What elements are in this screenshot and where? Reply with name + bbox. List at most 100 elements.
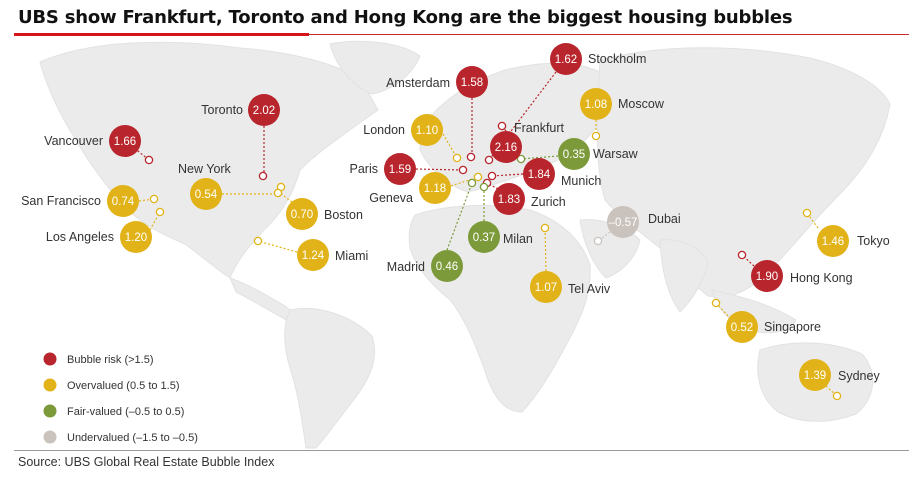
legend-swatch-bubble-risk [43, 352, 57, 366]
marker-tel-aviv [540, 223, 550, 233]
north-america-landmass [39, 41, 379, 279]
bubble-value-tel-aviv: 1.07 [535, 282, 557, 294]
marker-singapore [711, 298, 721, 308]
connector-singapore [715, 302, 729, 317]
city-label-moscow: Moscow [618, 97, 665, 111]
bubble-london: 1.10 [411, 114, 443, 146]
connector-munich [491, 173, 524, 177]
bubble-value-milan: 0.37 [473, 232, 495, 244]
bubble-new-york: 0.54 [190, 178, 222, 210]
city-label-san-francisco: San Francisco [21, 194, 101, 208]
bubble-circle-geneva [419, 172, 451, 204]
southeast-asia-landmass [711, 289, 797, 334]
marker-amsterdam [466, 152, 476, 162]
city-label-zurich: Zurich [531, 195, 566, 209]
connector-tel-aviv [544, 227, 547, 272]
bubble-value-vancouver: 1.66 [114, 136, 136, 148]
city-label-dubai: Dubai [648, 212, 681, 226]
city-label-london: London [363, 123, 405, 137]
bubble-tokyo: 1.46 [817, 225, 849, 257]
legend-label-overvalued: Overvalued (0.5 to 1.5) [67, 380, 180, 392]
marker-stockholm [484, 155, 494, 165]
city-label-boston: Boston [324, 208, 363, 222]
bubble-circle-san-francisco [107, 185, 139, 217]
marker-milan [479, 182, 489, 192]
city-label-geneva: Geneva [369, 191, 413, 205]
title-underline-accent [14, 33, 309, 36]
bubble-circle-paris [384, 153, 416, 185]
bubble-value-miami: 1.24 [302, 250, 325, 262]
bubble-value-zurich: 1.83 [498, 194, 520, 206]
city-label-tel-aviv: Tel Aviv [568, 282, 611, 296]
bubble-value-boston: 0.70 [291, 209, 313, 221]
marker-hong-kong [737, 250, 747, 260]
bubble-value-hong-kong: 1.90 [756, 271, 778, 283]
legend-label-fair-valued: Fair-valued (–0.5 to 0.5) [67, 406, 184, 418]
world-map: 1.66 Vancouver 2.02 Toronto 0.54 New York 0.70… [21, 40, 891, 449]
marker-los-angeles [155, 207, 165, 217]
bubble-circle-munich [523, 158, 555, 190]
bubble-amsterdam: 1.58 [456, 66, 488, 98]
bubble-circle-milan [468, 221, 500, 253]
bubble-value-toronto: 2.02 [253, 105, 275, 117]
legend-label-undervalued: Undervalued (–1.5 to –0.5) [67, 432, 198, 444]
city-label-munich: Munich [561, 174, 601, 188]
city-label-sydney: Sydney [838, 369, 880, 383]
connector-geneva [450, 176, 479, 187]
legend-swatch-undervalued [43, 430, 57, 444]
marker-tokyo [802, 208, 812, 218]
continents [39, 40, 891, 449]
city-bubbles: 1.66 Vancouver 2.02 Toronto 0.54 New York 0.70… [21, 43, 890, 391]
bubble-milan: 0.37 [468, 221, 500, 253]
marker-miami [253, 236, 263, 246]
bubble-madrid: 0.46 [431, 250, 463, 282]
bubble-paris: 1.59 [384, 153, 416, 185]
bubble-value-tokyo: 1.46 [822, 236, 844, 248]
chart-title: UBS show Frankfurt, Toronto and Hong Kon… [18, 7, 793, 28]
legend-swatch-fair-valued [43, 404, 57, 418]
city-label-madrid: Madrid [387, 260, 425, 274]
bubble-circle-singapore [726, 311, 758, 343]
bubble-circle-london [411, 114, 443, 146]
bubble-circle-moscow [580, 88, 612, 120]
legend: Bubble risk (>1.5) Overvalued (0.5 to 1.5… [43, 352, 198, 444]
bubble-circle-tel-aviv [530, 271, 562, 303]
city-label-tokyo: Tokyo [857, 234, 890, 248]
marker-san-francisco [149, 194, 159, 204]
bubble-miami: 1.24 [297, 239, 329, 271]
city-label-paris: Paris [350, 162, 378, 176]
bubble-circle-madrid [431, 250, 463, 282]
bubble-circle-boston [286, 198, 318, 230]
bubble-singapore: 0.52 [726, 311, 758, 343]
bubble-value-geneva: 1.18 [424, 183, 446, 195]
marker-moscow [591, 131, 601, 141]
city-label-new-york: New York [178, 162, 232, 176]
bubble-circle-hong-kong [751, 260, 783, 292]
bubble-circle-vancouver [109, 125, 141, 157]
bubble-tel-aviv: 1.07 [530, 271, 562, 303]
bubble-value-moscow: 1.08 [585, 99, 607, 111]
city-label-amsterdam: Amsterdam [386, 76, 450, 90]
bubble-boston: 0.70 [286, 198, 318, 230]
south-america-landmass [284, 307, 376, 449]
bubble-value-munich: 1.84 [528, 169, 551, 181]
bubble-value-new-york: 0.54 [195, 189, 218, 201]
bubble-circle-miami [297, 239, 329, 271]
marker-frankfurt [497, 121, 507, 131]
marker-toronto [258, 171, 268, 181]
bubble-sydney: 1.39 [799, 359, 831, 391]
bubble-value-sydney: 1.39 [804, 370, 826, 382]
bubble-circle-new-york [190, 178, 222, 210]
marker-vancouver [144, 155, 154, 165]
city-label-los-angeles: Los Angeles [46, 230, 114, 244]
bubble-san-francisco: 0.74 [107, 185, 139, 217]
bubble-zurich: 1.83 [493, 183, 525, 215]
bubble-toronto: 2.02 [248, 94, 280, 126]
bubble-value-frankfurt: 2.16 [495, 142, 517, 154]
city-label-toronto: Toronto [201, 103, 243, 117]
bubble-value-madrid: 0.46 [436, 261, 458, 273]
source-divider [14, 450, 909, 451]
marker-boston [273, 188, 283, 198]
marker-paris [458, 165, 468, 175]
bubble-vancouver: 1.66 [109, 125, 141, 157]
